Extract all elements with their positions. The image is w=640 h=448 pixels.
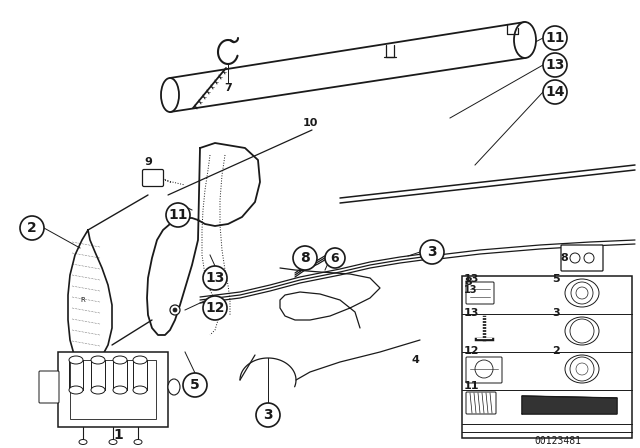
Ellipse shape	[91, 386, 105, 394]
Circle shape	[293, 246, 317, 270]
Text: 12: 12	[464, 346, 479, 356]
Ellipse shape	[168, 379, 180, 395]
Text: 13: 13	[464, 285, 477, 295]
FancyBboxPatch shape	[466, 282, 494, 304]
Ellipse shape	[565, 317, 599, 345]
Text: 7: 7	[224, 83, 232, 93]
Text: 3: 3	[427, 245, 437, 259]
Ellipse shape	[91, 356, 105, 364]
Text: 4: 4	[411, 355, 419, 365]
Ellipse shape	[113, 356, 127, 364]
Ellipse shape	[133, 356, 147, 364]
Circle shape	[256, 403, 280, 427]
Ellipse shape	[133, 386, 147, 394]
Circle shape	[543, 53, 567, 77]
Circle shape	[173, 308, 177, 312]
Circle shape	[203, 296, 227, 320]
Text: 11: 11	[168, 208, 188, 222]
Text: 13: 13	[545, 58, 564, 72]
Text: 11: 11	[545, 31, 564, 45]
Text: 8: 8	[560, 253, 568, 263]
FancyBboxPatch shape	[70, 360, 156, 419]
Circle shape	[183, 373, 207, 397]
Circle shape	[576, 287, 588, 299]
Text: 3: 3	[552, 308, 559, 318]
Text: 13: 13	[205, 271, 225, 285]
Circle shape	[570, 253, 580, 263]
Text: 00123481: 00123481	[534, 436, 582, 446]
Ellipse shape	[69, 386, 83, 394]
FancyBboxPatch shape	[466, 392, 496, 414]
Text: 9: 9	[144, 157, 152, 167]
Circle shape	[475, 360, 493, 378]
FancyBboxPatch shape	[561, 245, 603, 271]
Text: 2: 2	[552, 346, 560, 356]
Ellipse shape	[113, 386, 127, 394]
Ellipse shape	[565, 279, 599, 307]
Text: R: R	[81, 297, 85, 303]
Text: 12: 12	[205, 301, 225, 315]
Circle shape	[576, 363, 588, 375]
Ellipse shape	[109, 439, 117, 444]
Text: 8: 8	[464, 277, 472, 287]
Polygon shape	[522, 396, 617, 414]
Circle shape	[203, 266, 227, 290]
Text: 13: 13	[464, 274, 479, 284]
Circle shape	[166, 203, 190, 227]
Ellipse shape	[134, 439, 142, 444]
Circle shape	[20, 216, 44, 240]
Text: 5: 5	[190, 378, 200, 392]
Ellipse shape	[161, 78, 179, 112]
Text: 3: 3	[263, 408, 273, 422]
FancyBboxPatch shape	[462, 276, 632, 438]
Circle shape	[420, 240, 444, 264]
Text: 5: 5	[552, 274, 559, 284]
Circle shape	[543, 26, 567, 50]
Text: 11: 11	[464, 381, 479, 391]
Text: 8: 8	[300, 251, 310, 265]
Circle shape	[571, 282, 593, 304]
Circle shape	[570, 319, 594, 343]
Text: 10: 10	[302, 118, 317, 128]
Circle shape	[170, 305, 180, 315]
Ellipse shape	[514, 22, 536, 58]
Circle shape	[543, 80, 567, 104]
FancyBboxPatch shape	[466, 357, 502, 383]
Text: 14: 14	[545, 85, 564, 99]
Text: 6: 6	[331, 251, 339, 264]
FancyBboxPatch shape	[39, 371, 59, 403]
Ellipse shape	[79, 439, 87, 444]
Ellipse shape	[69, 356, 83, 364]
FancyBboxPatch shape	[143, 169, 163, 186]
Circle shape	[570, 357, 594, 381]
Circle shape	[584, 253, 594, 263]
Text: 13: 13	[464, 308, 479, 318]
Text: 1: 1	[113, 428, 123, 442]
Text: 2: 2	[27, 221, 37, 235]
Circle shape	[325, 248, 345, 268]
Ellipse shape	[565, 355, 599, 383]
FancyBboxPatch shape	[58, 352, 168, 427]
